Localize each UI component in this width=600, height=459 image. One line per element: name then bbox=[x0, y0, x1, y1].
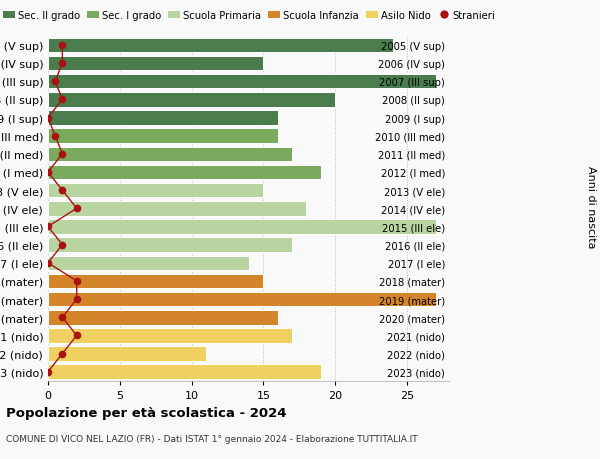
Bar bbox=[48, 220, 436, 234]
Bar bbox=[48, 93, 335, 107]
Bar bbox=[48, 310, 278, 325]
Bar bbox=[48, 364, 321, 379]
Bar bbox=[48, 184, 263, 198]
Bar bbox=[48, 39, 392, 53]
Bar bbox=[48, 129, 278, 144]
Bar bbox=[48, 75, 436, 89]
Bar bbox=[48, 274, 263, 289]
Text: COMUNE DI VICO NEL LAZIO (FR) - Dati ISTAT 1° gennaio 2024 - Elaborazione TUTTIT: COMUNE DI VICO NEL LAZIO (FR) - Dati IST… bbox=[6, 434, 418, 443]
Bar bbox=[48, 56, 263, 71]
Bar bbox=[48, 347, 206, 361]
Bar bbox=[48, 292, 436, 307]
Bar bbox=[48, 256, 249, 270]
Bar bbox=[48, 165, 321, 180]
Bar bbox=[48, 329, 292, 343]
Bar bbox=[48, 238, 292, 252]
Text: Popolazione per età scolastica - 2024: Popolazione per età scolastica - 2024 bbox=[6, 406, 287, 419]
Bar bbox=[48, 202, 307, 216]
Legend: Sec. II grado, Sec. I grado, Scuola Primaria, Scuola Infanzia, Asilo Nido, Stran: Sec. II grado, Sec. I grado, Scuola Prim… bbox=[0, 7, 499, 25]
Bar bbox=[48, 111, 278, 125]
Bar bbox=[48, 147, 292, 162]
Text: Anni di nascita: Anni di nascita bbox=[586, 165, 596, 248]
